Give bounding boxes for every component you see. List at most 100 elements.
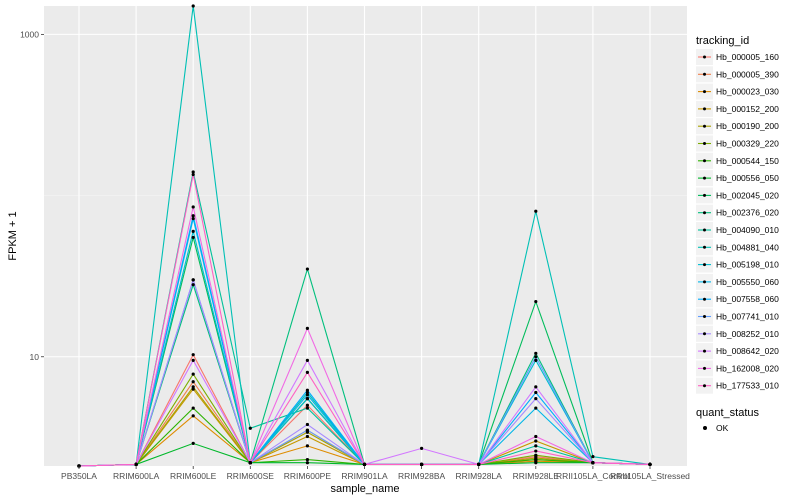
data-point	[305, 406, 309, 410]
data-point	[305, 393, 309, 397]
legend-label: Hb_177533_010	[716, 381, 779, 391]
data-point	[534, 458, 538, 462]
data-point	[191, 278, 195, 282]
x-tick-label: RRII105LA_Stressed	[610, 471, 690, 481]
legend-key-point	[703, 384, 706, 388]
x-tick-label: RRIM928LE	[513, 471, 560, 481]
y-axis-title: FPKM + 1	[7, 211, 19, 260]
legend-key-point	[703, 107, 706, 111]
legend-label: Hb_162008_020	[716, 363, 779, 373]
data-point	[134, 462, 138, 466]
data-point	[534, 444, 538, 448]
legend-key-point	[703, 159, 706, 163]
data-point	[534, 461, 538, 465]
data-point	[305, 428, 309, 432]
legend-label: Hb_000005_390	[716, 69, 779, 79]
x-axis-title: sample_name	[330, 483, 399, 495]
legend-key-point	[703, 176, 706, 180]
data-point	[191, 385, 195, 389]
x-tick-label: RRIM600LA	[113, 471, 160, 481]
data-point	[191, 205, 195, 209]
legend-key-point	[703, 315, 706, 318]
data-point	[534, 449, 538, 453]
data-point	[248, 426, 252, 430]
legend-label: Hb_008642_020	[716, 346, 779, 356]
data-point	[534, 434, 538, 439]
data-point	[534, 453, 538, 457]
legend-key-point	[703, 349, 706, 353]
data-point	[305, 388, 309, 392]
x-tick-label: RRII105LA_Control	[556, 471, 630, 481]
data-point	[591, 461, 595, 465]
data-point	[191, 229, 195, 233]
data-point	[191, 406, 195, 410]
data-point	[305, 444, 309, 448]
legend: tracking_id Hb_000005_160Hb_000005_390Hb…	[696, 35, 779, 433]
legend-label: Hb_008252_010	[716, 329, 779, 339]
data-point	[305, 434, 309, 439]
data-point	[534, 390, 538, 395]
data-point	[305, 326, 309, 330]
data-point	[305, 403, 309, 407]
legend-key-point	[703, 332, 706, 336]
data-point	[591, 455, 595, 459]
data-point	[534, 358, 538, 362]
data-point	[534, 385, 538, 389]
x-tick-label: PB350LA	[61, 471, 97, 481]
data-point	[420, 446, 424, 451]
data-points	[77, 4, 652, 468]
data-point	[305, 267, 309, 271]
legend-key-point	[703, 55, 706, 59]
data-point	[534, 406, 538, 410]
data-point	[477, 462, 481, 466]
legend-label: Hb_004090_010	[716, 225, 779, 235]
data-point	[534, 351, 538, 355]
legend-label: Hb_002376_020	[716, 208, 779, 218]
data-point	[305, 358, 309, 362]
x-tick-label: RRIM600LE	[170, 471, 217, 481]
legend-key-point	[703, 90, 706, 94]
data-point	[534, 397, 538, 401]
data-point	[191, 235, 195, 240]
legend-label: Hb_000190_200	[716, 121, 779, 131]
legend-label: Hb_007558_060	[716, 294, 779, 304]
y-axis: 10 1000	[20, 29, 44, 362]
legend-label: Hb_000005_160	[716, 52, 779, 62]
data-point	[191, 353, 195, 357]
data-point	[305, 422, 309, 427]
data-point	[191, 372, 195, 376]
panel-background	[44, 6, 687, 466]
legend-label: Hb_000023_030	[716, 87, 779, 97]
data-point	[248, 461, 252, 465]
legend-shape-key-point	[703, 426, 707, 430]
legend-key-point	[703, 245, 706, 249]
data-point	[305, 390, 309, 395]
legend-key-point	[703, 193, 706, 197]
x-tick-label: RRIM901LA	[341, 471, 388, 481]
data-point	[305, 397, 309, 401]
data-point	[191, 283, 195, 287]
legend-label: Hb_007741_010	[716, 312, 779, 322]
data-point	[305, 370, 309, 374]
legend-key-point	[703, 142, 706, 145]
legend-key-point	[703, 211, 706, 215]
data-point	[191, 170, 195, 174]
data-point	[305, 458, 309, 462]
data-point	[534, 439, 538, 443]
legend-label: Hb_000544_150	[716, 156, 779, 166]
legend-label: Hb_000329_220	[716, 139, 779, 149]
legend-key-point	[703, 228, 706, 232]
data-point	[191, 380, 195, 384]
data-point	[191, 214, 195, 218]
y-tick-label: 10	[30, 352, 40, 362]
legend-key-point	[703, 263, 706, 267]
legend-label: Hb_004881_040	[716, 242, 779, 252]
data-point	[191, 387, 195, 391]
legend-label: Hb_000152_200	[716, 104, 779, 114]
data-point	[420, 462, 424, 466]
data-point	[191, 4, 195, 8]
legend-label: Hb_002045_020	[716, 190, 779, 200]
data-point	[362, 462, 367, 466]
x-tick-label: RRIM928BA	[398, 471, 446, 481]
